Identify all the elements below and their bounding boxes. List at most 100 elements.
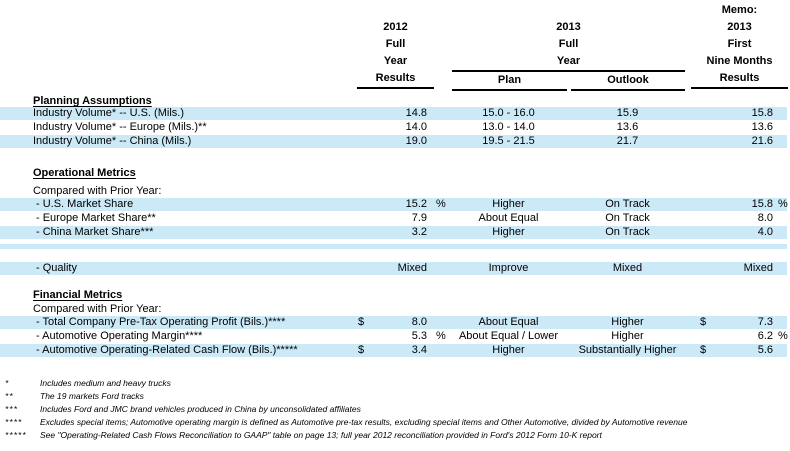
value-2012-results: 8.0 [411, 316, 427, 328]
value-2012-results: 3.2 [411, 226, 427, 238]
value-2013-outlook: 21.7 [616, 135, 639, 147]
value-memo-results: 15.8 [751, 107, 773, 119]
percent-sign-2012: % [436, 330, 446, 342]
table-row: Industry Volume* -- Europe (Mils.)** 14.… [0, 121, 787, 134]
value-2013-outlook: Higher [611, 330, 644, 342]
row-spacer [0, 244, 787, 262]
table-row: - U.S. Market Share 15.2 % Higher On Tra… [0, 198, 788, 211]
value-memo-results: 15.8 [751, 198, 773, 210]
header-line: Year [383, 55, 408, 67]
header-line: First [727, 38, 752, 50]
currency-symbol-2012: $ [358, 316, 365, 328]
section-title-planning-assumptions: Planning Assumptions [33, 95, 152, 107]
header-line: Memo: [721, 4, 758, 16]
value-2013-plan: Improve [488, 262, 529, 274]
table-row: Industry Volume* -- China (Mils.) 19.0 1… [0, 135, 787, 148]
value-memo-results: 4.0 [757, 226, 773, 238]
footnote-row: **** Excludes special items; Automotive … [0, 416, 787, 429]
financial-metrics-rows: - Total Company Pre-Tax Operating Profit… [0, 316, 788, 358]
footnote-row: * Includes medium and heavy trucks [0, 377, 787, 390]
section-title-financial-metrics: Financial Metrics [33, 289, 123, 301]
table-row: - Europe Market Share** 7.9 About Equal … [0, 212, 787, 225]
value-2013-outlook: 13.6 [616, 121, 639, 133]
footnote-marker: ***** [5, 430, 27, 440]
value-2013-outlook: Mixed [612, 262, 643, 274]
header-line: Full [558, 38, 579, 50]
row-label: - Automotive Operating Margin**** [36, 330, 203, 342]
value-2013-plan: 13.0 - 14.0 [482, 121, 535, 133]
table-row: - Quality Mixed Improve Mixed Mixed [0, 262, 787, 275]
currency-symbol-memo: $ [700, 344, 707, 356]
value-2013-outlook: Substantially Higher [578, 344, 677, 356]
footnote-row: ** The 19 markets Ford tracks [0, 390, 787, 403]
header-line: Results [719, 72, 760, 84]
percent-sign-memo: % [778, 330, 788, 342]
value-memo-results: 6.2 [757, 330, 773, 342]
column-header-outlook: Outlook [571, 73, 685, 91]
value-memo-results: 21.6 [751, 135, 773, 147]
value-memo-results: 7.3 [757, 316, 773, 328]
footnote-marker: *** [5, 404, 18, 414]
value-2012-results: 14.0 [405, 121, 427, 133]
footnote-text: The 19 markets Ford tracks [40, 391, 144, 401]
value-2013-plan: Higher [492, 226, 525, 238]
footnote-text: See "Operating-Related Cash Flows Reconc… [40, 430, 602, 440]
footnote-text: Excludes special items; Automotive opera… [40, 417, 688, 427]
table-row: Industry Volume* -- U.S. (Mils.) 14.8 15… [0, 107, 787, 120]
value-2013-outlook: Higher [611, 316, 644, 328]
table-row: - Total Company Pre-Tax Operating Profit… [0, 316, 787, 329]
footnote-text: Includes medium and heavy trucks [40, 378, 171, 388]
column-header-plan: Plan [452, 73, 567, 91]
value-2013-outlook: On Track [605, 212, 650, 224]
value-2013-plan: 15.0 - 16.0 [482, 107, 535, 119]
header-line: Outlook [607, 74, 649, 86]
value-2013-outlook: On Track [605, 198, 650, 210]
percent-sign-memo: % [778, 198, 788, 210]
row-label: - Automotive Operating-Related Cash Flow… [36, 344, 298, 356]
value-memo-results: 8.0 [757, 212, 773, 224]
row-label: - Europe Market Share** [36, 212, 156, 224]
row-label: Industry Volume* -- U.S. (Mils.) [33, 107, 184, 119]
header-line: Results [375, 72, 416, 84]
value-2013-plan: About Equal [478, 212, 539, 224]
column-header-2013-full-year: 2013 Full Year [452, 19, 685, 72]
row-label: Industry Volume* -- Europe (Mils.)** [33, 121, 207, 133]
value-memo-results: Mixed [743, 262, 773, 274]
row-label: - Quality [36, 262, 77, 274]
row-label: - Total Company Pre-Tax Operating Profit… [36, 316, 286, 328]
footnote-marker: * [5, 378, 10, 388]
section-title-operational-metrics: Operational Metrics [33, 167, 136, 179]
row-label: - U.S. Market Share [36, 198, 134, 210]
footnote-row: *** Includes Ford and JMC brand vehicles… [0, 403, 787, 416]
value-2012-results: 7.9 [411, 212, 427, 224]
currency-symbol-2012: $ [358, 344, 365, 356]
header-line: 2013 [727, 21, 752, 33]
currency-symbol-memo: $ [700, 316, 707, 328]
value-2012-results: Mixed [397, 262, 427, 274]
table-row: - Automotive Operating Margin**** 5.3 % … [0, 330, 788, 343]
footnote-row: ***** See "Operating-Related Cash Flows … [0, 429, 787, 442]
value-2012-results: 3.4 [411, 344, 427, 356]
header-line: Full [385, 38, 406, 50]
value-2013-outlook: 15.9 [616, 107, 639, 119]
footnote-marker: **** [5, 417, 23, 427]
value-memo-results: 13.6 [751, 121, 773, 133]
value-2013-plan: About Equal [478, 316, 539, 328]
value-2013-plan: Higher [492, 198, 525, 210]
header-line: Year [556, 55, 581, 67]
value-2012-results: 15.2 [405, 198, 427, 210]
value-2012-results: 19.0 [405, 135, 427, 147]
compared-with-prior-year-label: Compared with Prior Year: [33, 303, 162, 315]
header-line: 2013 [556, 21, 581, 33]
operational-metrics-rows: - U.S. Market Share 15.2 % Higher On Tra… [0, 198, 788, 276]
header-line: 2012 [383, 21, 408, 33]
header-line: Plan [497, 74, 522, 86]
percent-sign-2012: % [436, 198, 446, 210]
planning-assumptions-rows: Industry Volume* -- U.S. (Mils.) 14.8 15… [0, 107, 787, 149]
header-line: Nine Months [706, 55, 773, 67]
table-row: - China Market Share*** 3.2 Higher On Tr… [0, 226, 787, 239]
value-2013-plan: About Equal / Lower [458, 330, 559, 342]
row-label: Industry Volume* -- China (Mils.) [33, 135, 192, 147]
value-2013-plan: 19.5 - 21.5 [482, 135, 535, 147]
